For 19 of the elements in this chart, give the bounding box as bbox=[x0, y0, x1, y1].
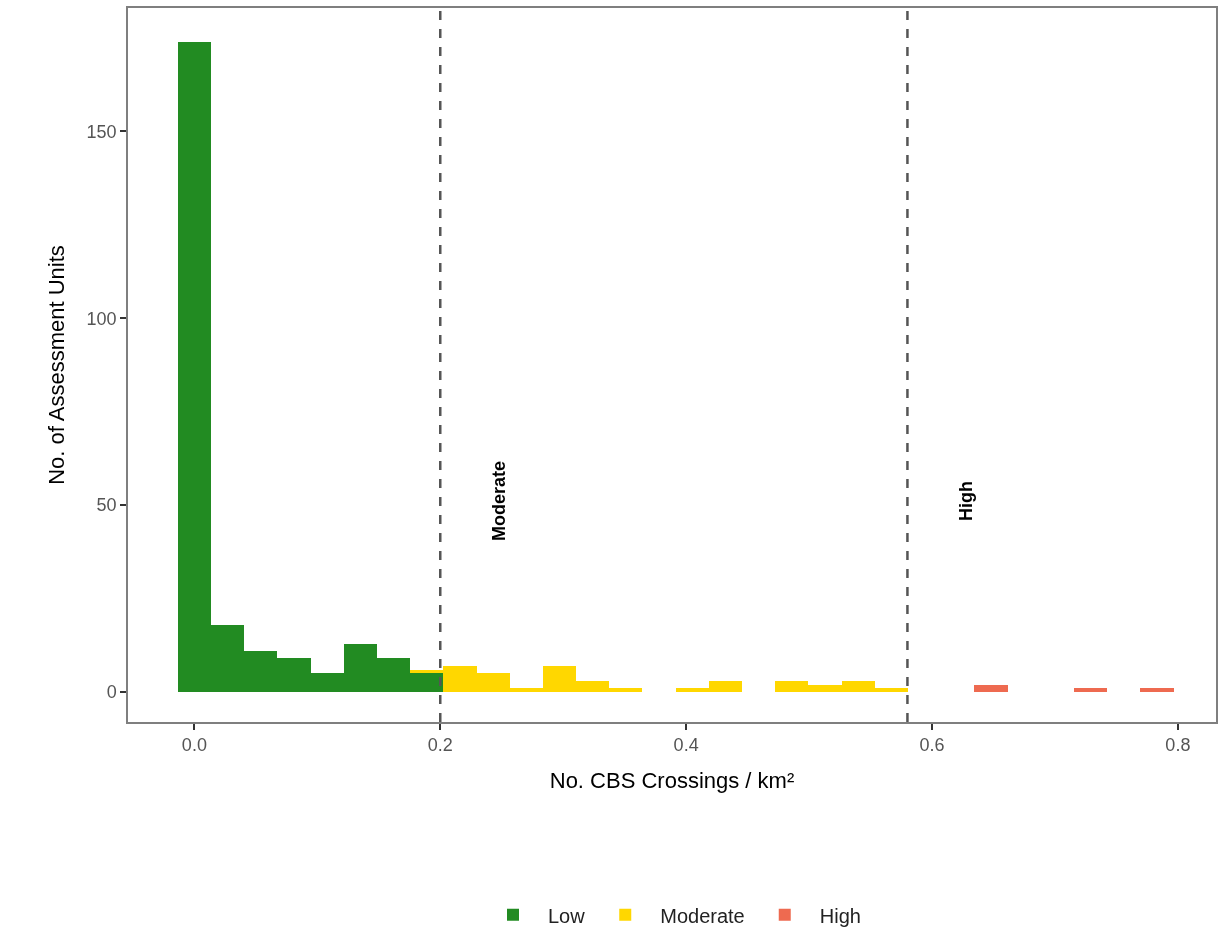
x-axis-title: No. CBS Crossings / km² bbox=[549, 767, 795, 793]
bar bbox=[1140, 688, 1174, 692]
y-tick-label: 100 bbox=[86, 308, 117, 329]
legend-label: Low bbox=[548, 904, 586, 927]
y-tick-label: 50 bbox=[96, 495, 117, 516]
ref-line-label: High bbox=[955, 481, 976, 522]
ref-line-label: Moderate bbox=[488, 460, 509, 541]
legend-label: High bbox=[819, 904, 861, 927]
y-tick-label: 0 bbox=[106, 682, 117, 703]
x-tick-label: 0.4 bbox=[673, 735, 699, 756]
x-tick-label: 0.6 bbox=[919, 735, 945, 756]
x-tick-label: 0.8 bbox=[1165, 735, 1191, 756]
y-tick-label: 150 bbox=[86, 121, 117, 142]
legend-label: Moderate bbox=[660, 904, 745, 927]
bar bbox=[1074, 688, 1107, 692]
y-axis-title: No. of Assessment Units bbox=[43, 245, 69, 485]
bar bbox=[974, 685, 1008, 692]
x-tick-label: 0.0 bbox=[181, 735, 207, 756]
x-tick-label: 0.2 bbox=[427, 735, 453, 756]
